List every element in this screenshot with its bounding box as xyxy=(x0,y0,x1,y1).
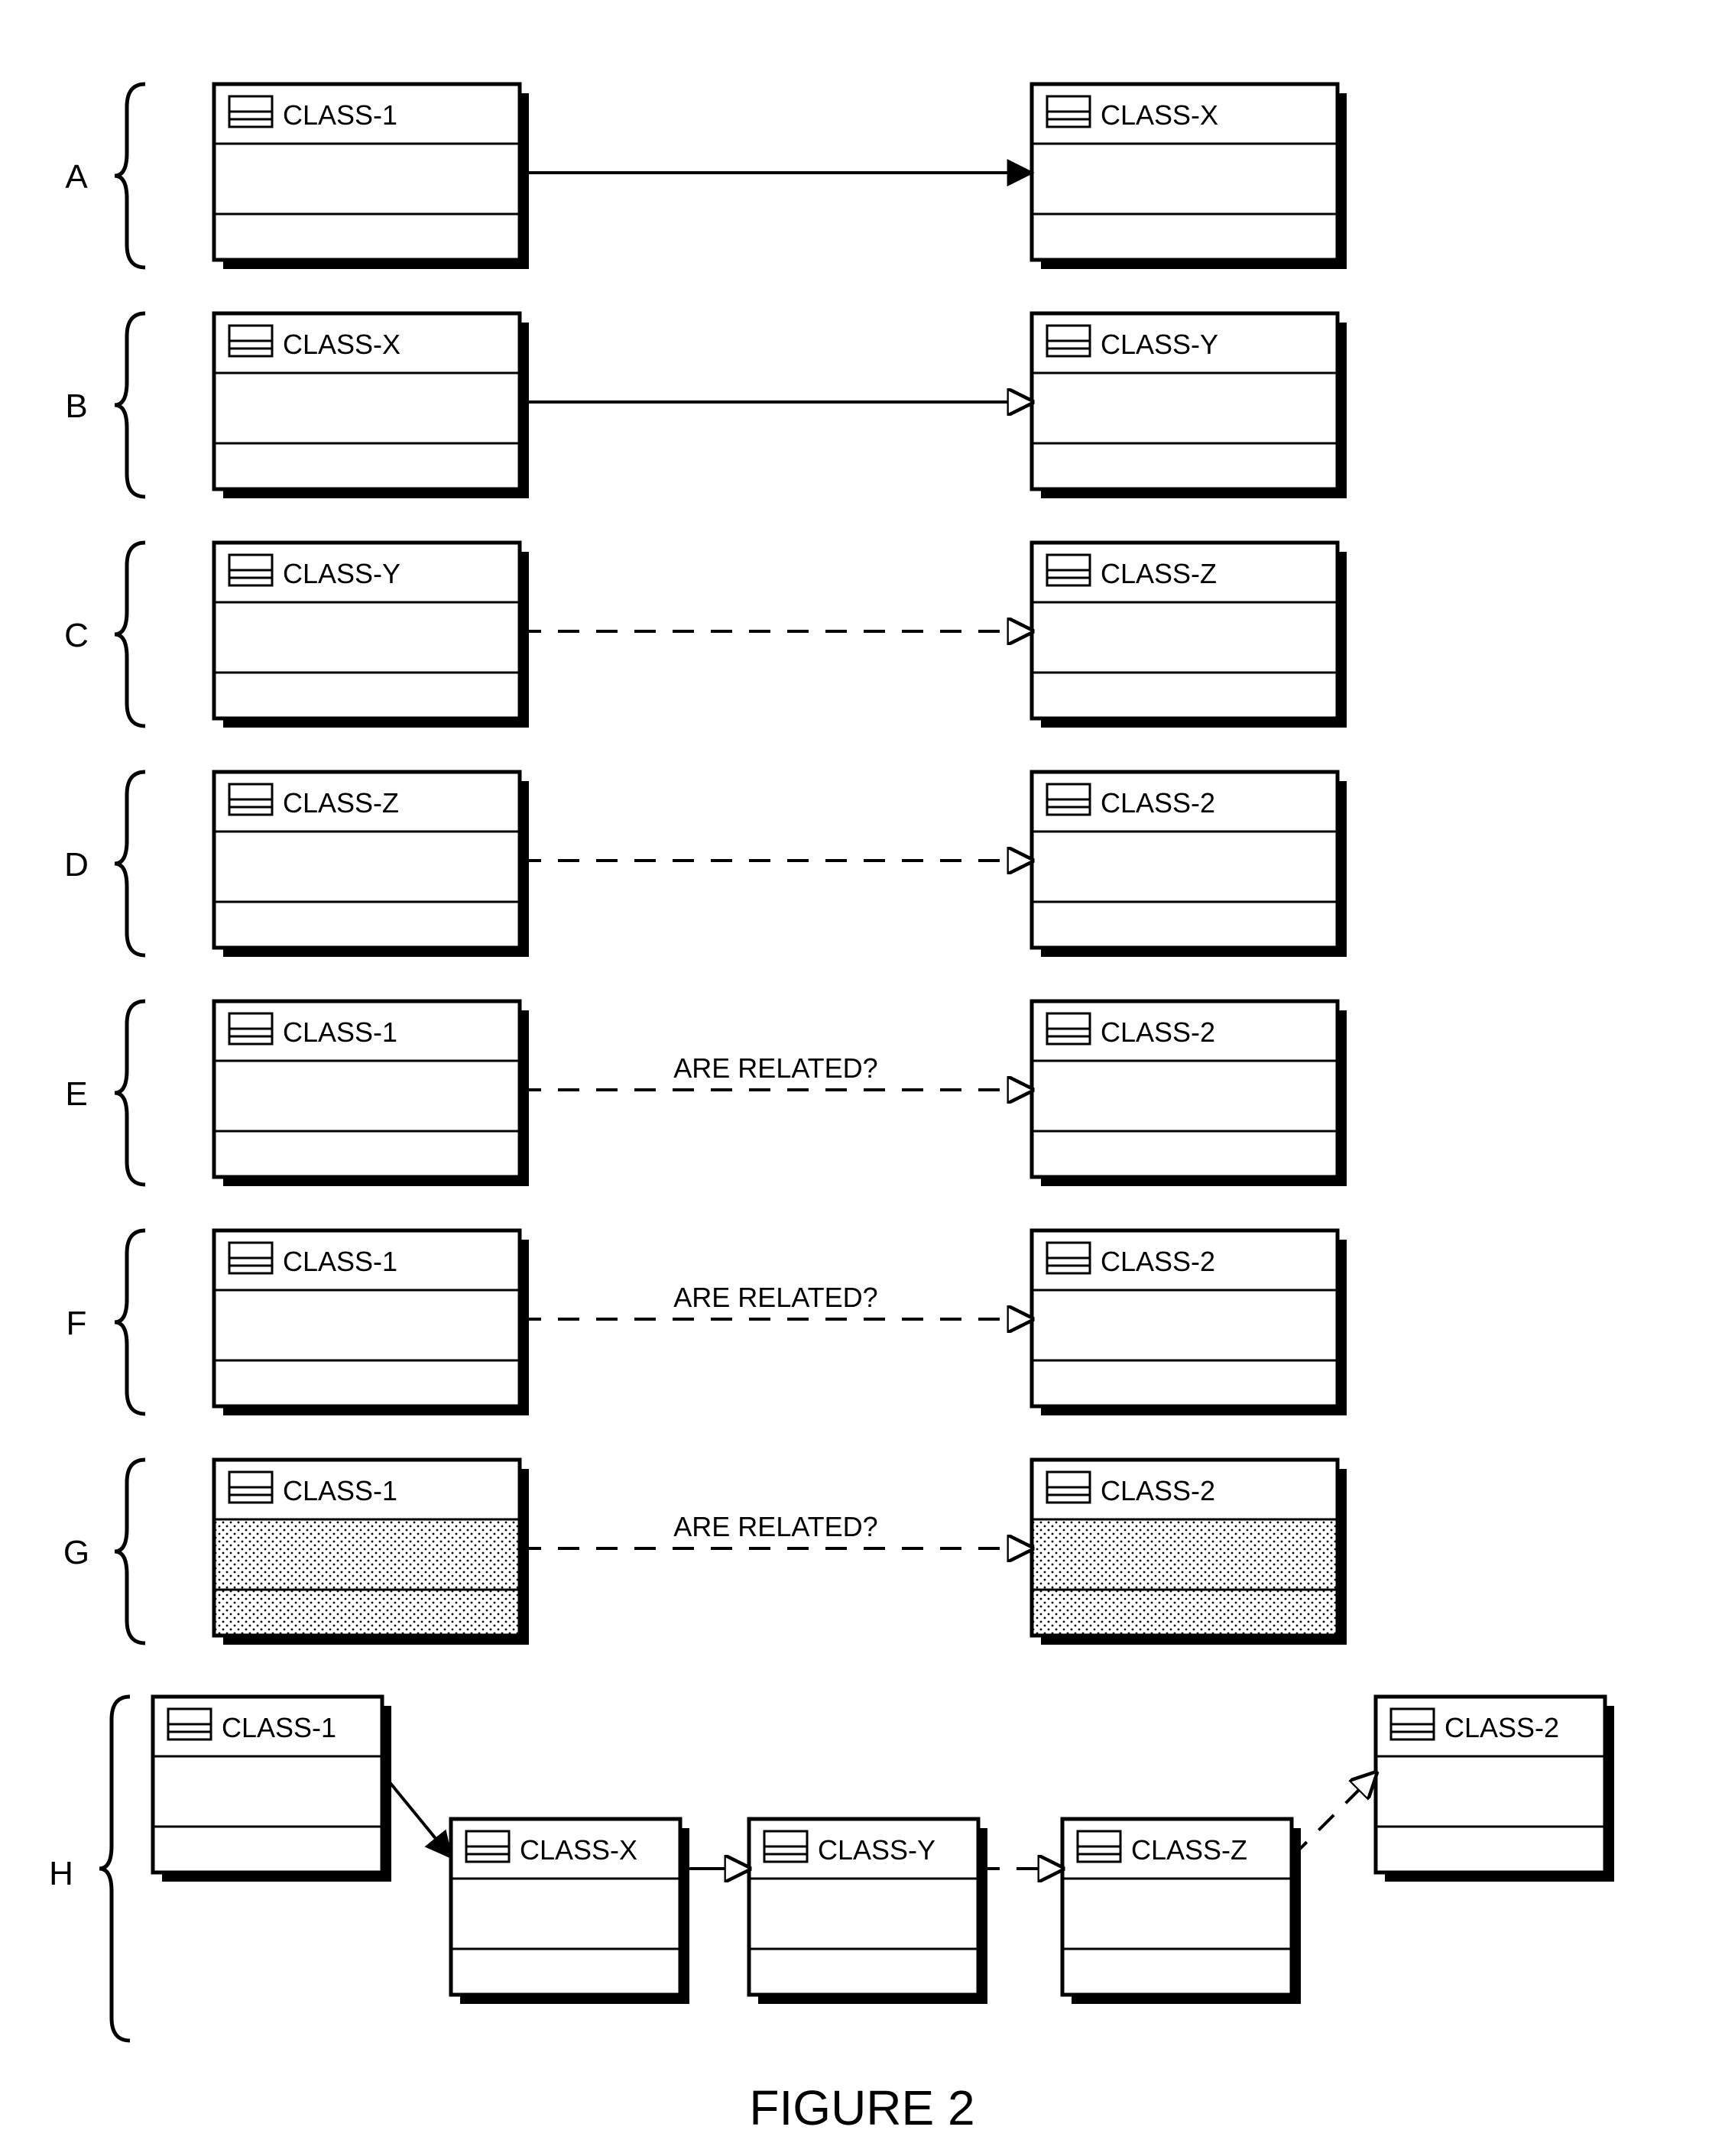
class-label: CLASS-1 xyxy=(283,1016,397,1048)
curly-brace-icon xyxy=(115,84,145,267)
row-label: F xyxy=(66,1305,87,1342)
row-label: H xyxy=(49,1855,73,1892)
row-label: E xyxy=(65,1075,87,1113)
row-label: D xyxy=(64,846,89,883)
curly-brace-icon xyxy=(115,313,145,497)
class-label: CLASS-1 xyxy=(283,1475,397,1506)
relationship-arrow xyxy=(1292,1773,1376,1857)
class-label: CLASS-2 xyxy=(1101,787,1215,819)
class-label: CLASS-2 xyxy=(1101,1246,1215,1277)
class-label: CLASS-1 xyxy=(222,1712,336,1743)
class-label: CLASS-Z xyxy=(1101,558,1217,589)
class-label: CLASS-1 xyxy=(283,99,397,131)
class-label: CLASS-Z xyxy=(283,787,399,819)
arrow-label: ARE RELATED? xyxy=(673,1282,877,1313)
class-label: CLASS-X xyxy=(520,1834,637,1866)
row-label: C xyxy=(64,617,89,654)
relationship-arrow xyxy=(382,1773,451,1857)
curly-brace-icon xyxy=(115,1001,145,1185)
curly-brace-icon xyxy=(115,772,145,955)
row-label: G xyxy=(63,1534,89,1571)
curly-brace-icon xyxy=(99,1697,130,2041)
class-label: CLASS-X xyxy=(283,329,400,360)
curly-brace-icon xyxy=(115,1230,145,1414)
row-label: A xyxy=(65,158,88,196)
class-label: CLASS-2 xyxy=(1101,1016,1215,1048)
class-label: CLASS-2 xyxy=(1101,1475,1215,1506)
class-label: CLASS-Y xyxy=(1101,329,1218,360)
class-label: CLASS-2 xyxy=(1445,1712,1559,1743)
arrow-label: ARE RELATED? xyxy=(673,1511,877,1542)
row-label: B xyxy=(65,387,87,425)
class-label: CLASS-1 xyxy=(283,1246,397,1277)
curly-brace-icon xyxy=(115,543,145,726)
arrow-label: ARE RELATED? xyxy=(673,1052,877,1084)
class-label: CLASS-Y xyxy=(818,1834,935,1866)
figure-caption: FIGURE 2 xyxy=(749,2080,974,2135)
class-label: CLASS-Z xyxy=(1131,1834,1247,1866)
class-label: CLASS-X xyxy=(1101,99,1218,131)
class-label: CLASS-Y xyxy=(283,558,400,589)
uml-diagram: A CLASS-1 CLASS-X B CLASS-X CLASS-Y C CLASS-Y CL… xyxy=(0,0,1725,2156)
curly-brace-icon xyxy=(115,1460,145,1643)
